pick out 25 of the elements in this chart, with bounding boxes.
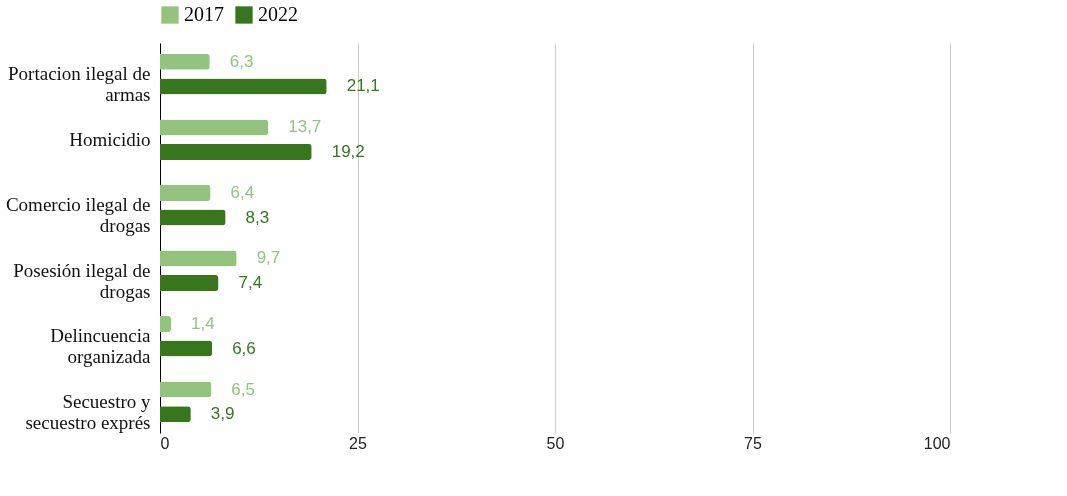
data-label: 13,7 bbox=[288, 117, 322, 137]
y-tick-label: Secuestro y secuestro exprés bbox=[25, 390, 151, 433]
x-tick-label: 25 bbox=[349, 434, 367, 452]
y-tick-label: Delincuencia organizada bbox=[50, 325, 152, 368]
data-label: 19,2 bbox=[331, 141, 365, 161]
y-tick-label: Posesión ilegal de drogas bbox=[13, 259, 151, 302]
data-label: 8,3 bbox=[245, 207, 270, 227]
x-tick-label: 75 bbox=[744, 434, 762, 452]
data-label: 6,4 bbox=[230, 182, 255, 202]
data-label: 6,6 bbox=[232, 338, 256, 358]
data-label: 3,9 bbox=[210, 404, 235, 424]
y-tick-label: Homicidio bbox=[69, 128, 151, 150]
y-tick-label: Portacion ilegal de armas bbox=[8, 63, 151, 106]
y-tick-label: Comercio ilegal de drogas bbox=[5, 194, 151, 237]
x-tick-label: 50 bbox=[546, 434, 565, 452]
x-tick-label: 100 bbox=[923, 434, 951, 452]
data-label: 1,4 bbox=[191, 314, 215, 334]
data-label: 7,4 bbox=[238, 273, 263, 293]
data-label: 21,1 bbox=[346, 76, 380, 96]
data-label: 6,3 bbox=[229, 51, 254, 71]
legend-label: 2017 bbox=[184, 3, 224, 25]
x-tick-label: 0 bbox=[160, 434, 170, 452]
legend-label: 2022 bbox=[258, 3, 298, 25]
data-label: 9,7 bbox=[256, 248, 281, 268]
data-label: 6,5 bbox=[231, 379, 255, 399]
